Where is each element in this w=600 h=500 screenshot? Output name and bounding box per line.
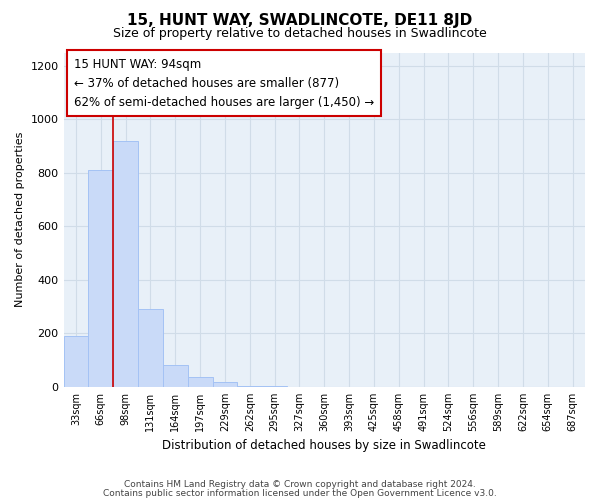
- Bar: [113, 141, 138, 387]
- Bar: [238, 386, 262, 387]
- Text: Size of property relative to detached houses in Swadlincote: Size of property relative to detached ho…: [113, 28, 487, 40]
- Text: 15, HUNT WAY, SWADLINCOTE, DE11 8JD: 15, HUNT WAY, SWADLINCOTE, DE11 8JD: [127, 12, 473, 28]
- Text: Contains public sector information licensed under the Open Government Licence v3: Contains public sector information licen…: [103, 490, 497, 498]
- Text: Contains HM Land Registry data © Crown copyright and database right 2024.: Contains HM Land Registry data © Crown c…: [124, 480, 476, 489]
- Bar: [212, 382, 238, 387]
- Text: 15 HUNT WAY: 94sqm
← 37% of detached houses are smaller (877)
62% of semi-detach: 15 HUNT WAY: 94sqm ← 37% of detached hou…: [74, 58, 374, 108]
- Bar: [163, 364, 188, 387]
- Y-axis label: Number of detached properties: Number of detached properties: [15, 132, 25, 308]
- Bar: [64, 336, 88, 387]
- Bar: [88, 170, 113, 387]
- Bar: [188, 377, 212, 387]
- Bar: [262, 386, 287, 387]
- Bar: [138, 310, 163, 387]
- X-axis label: Distribution of detached houses by size in Swadlincote: Distribution of detached houses by size …: [163, 440, 486, 452]
